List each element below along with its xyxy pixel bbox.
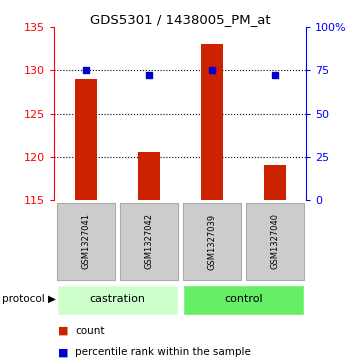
Text: ■: ■ (58, 347, 68, 358)
Bar (183, 203, 241, 280)
Bar (201, 45, 223, 200)
Text: count: count (75, 326, 105, 336)
Bar (57, 203, 115, 280)
Text: GSM1327039: GSM1327039 (207, 213, 216, 269)
Text: castration: castration (89, 294, 145, 304)
Text: GSM1327040: GSM1327040 (270, 213, 279, 269)
Bar (264, 166, 286, 200)
Text: control: control (224, 294, 262, 304)
Bar (57, 285, 178, 314)
Bar (138, 152, 160, 200)
Text: percentile rank within the sample: percentile rank within the sample (75, 347, 251, 358)
Text: ■: ■ (58, 326, 68, 336)
Bar (120, 203, 178, 280)
Text: protocol ▶: protocol ▶ (1, 294, 56, 304)
Title: GDS5301 / 1438005_PM_at: GDS5301 / 1438005_PM_at (90, 13, 271, 26)
Text: GSM1327042: GSM1327042 (144, 213, 153, 269)
Text: GSM1327041: GSM1327041 (81, 213, 90, 269)
Bar (246, 203, 304, 280)
Bar (75, 79, 97, 200)
Bar (183, 285, 304, 314)
